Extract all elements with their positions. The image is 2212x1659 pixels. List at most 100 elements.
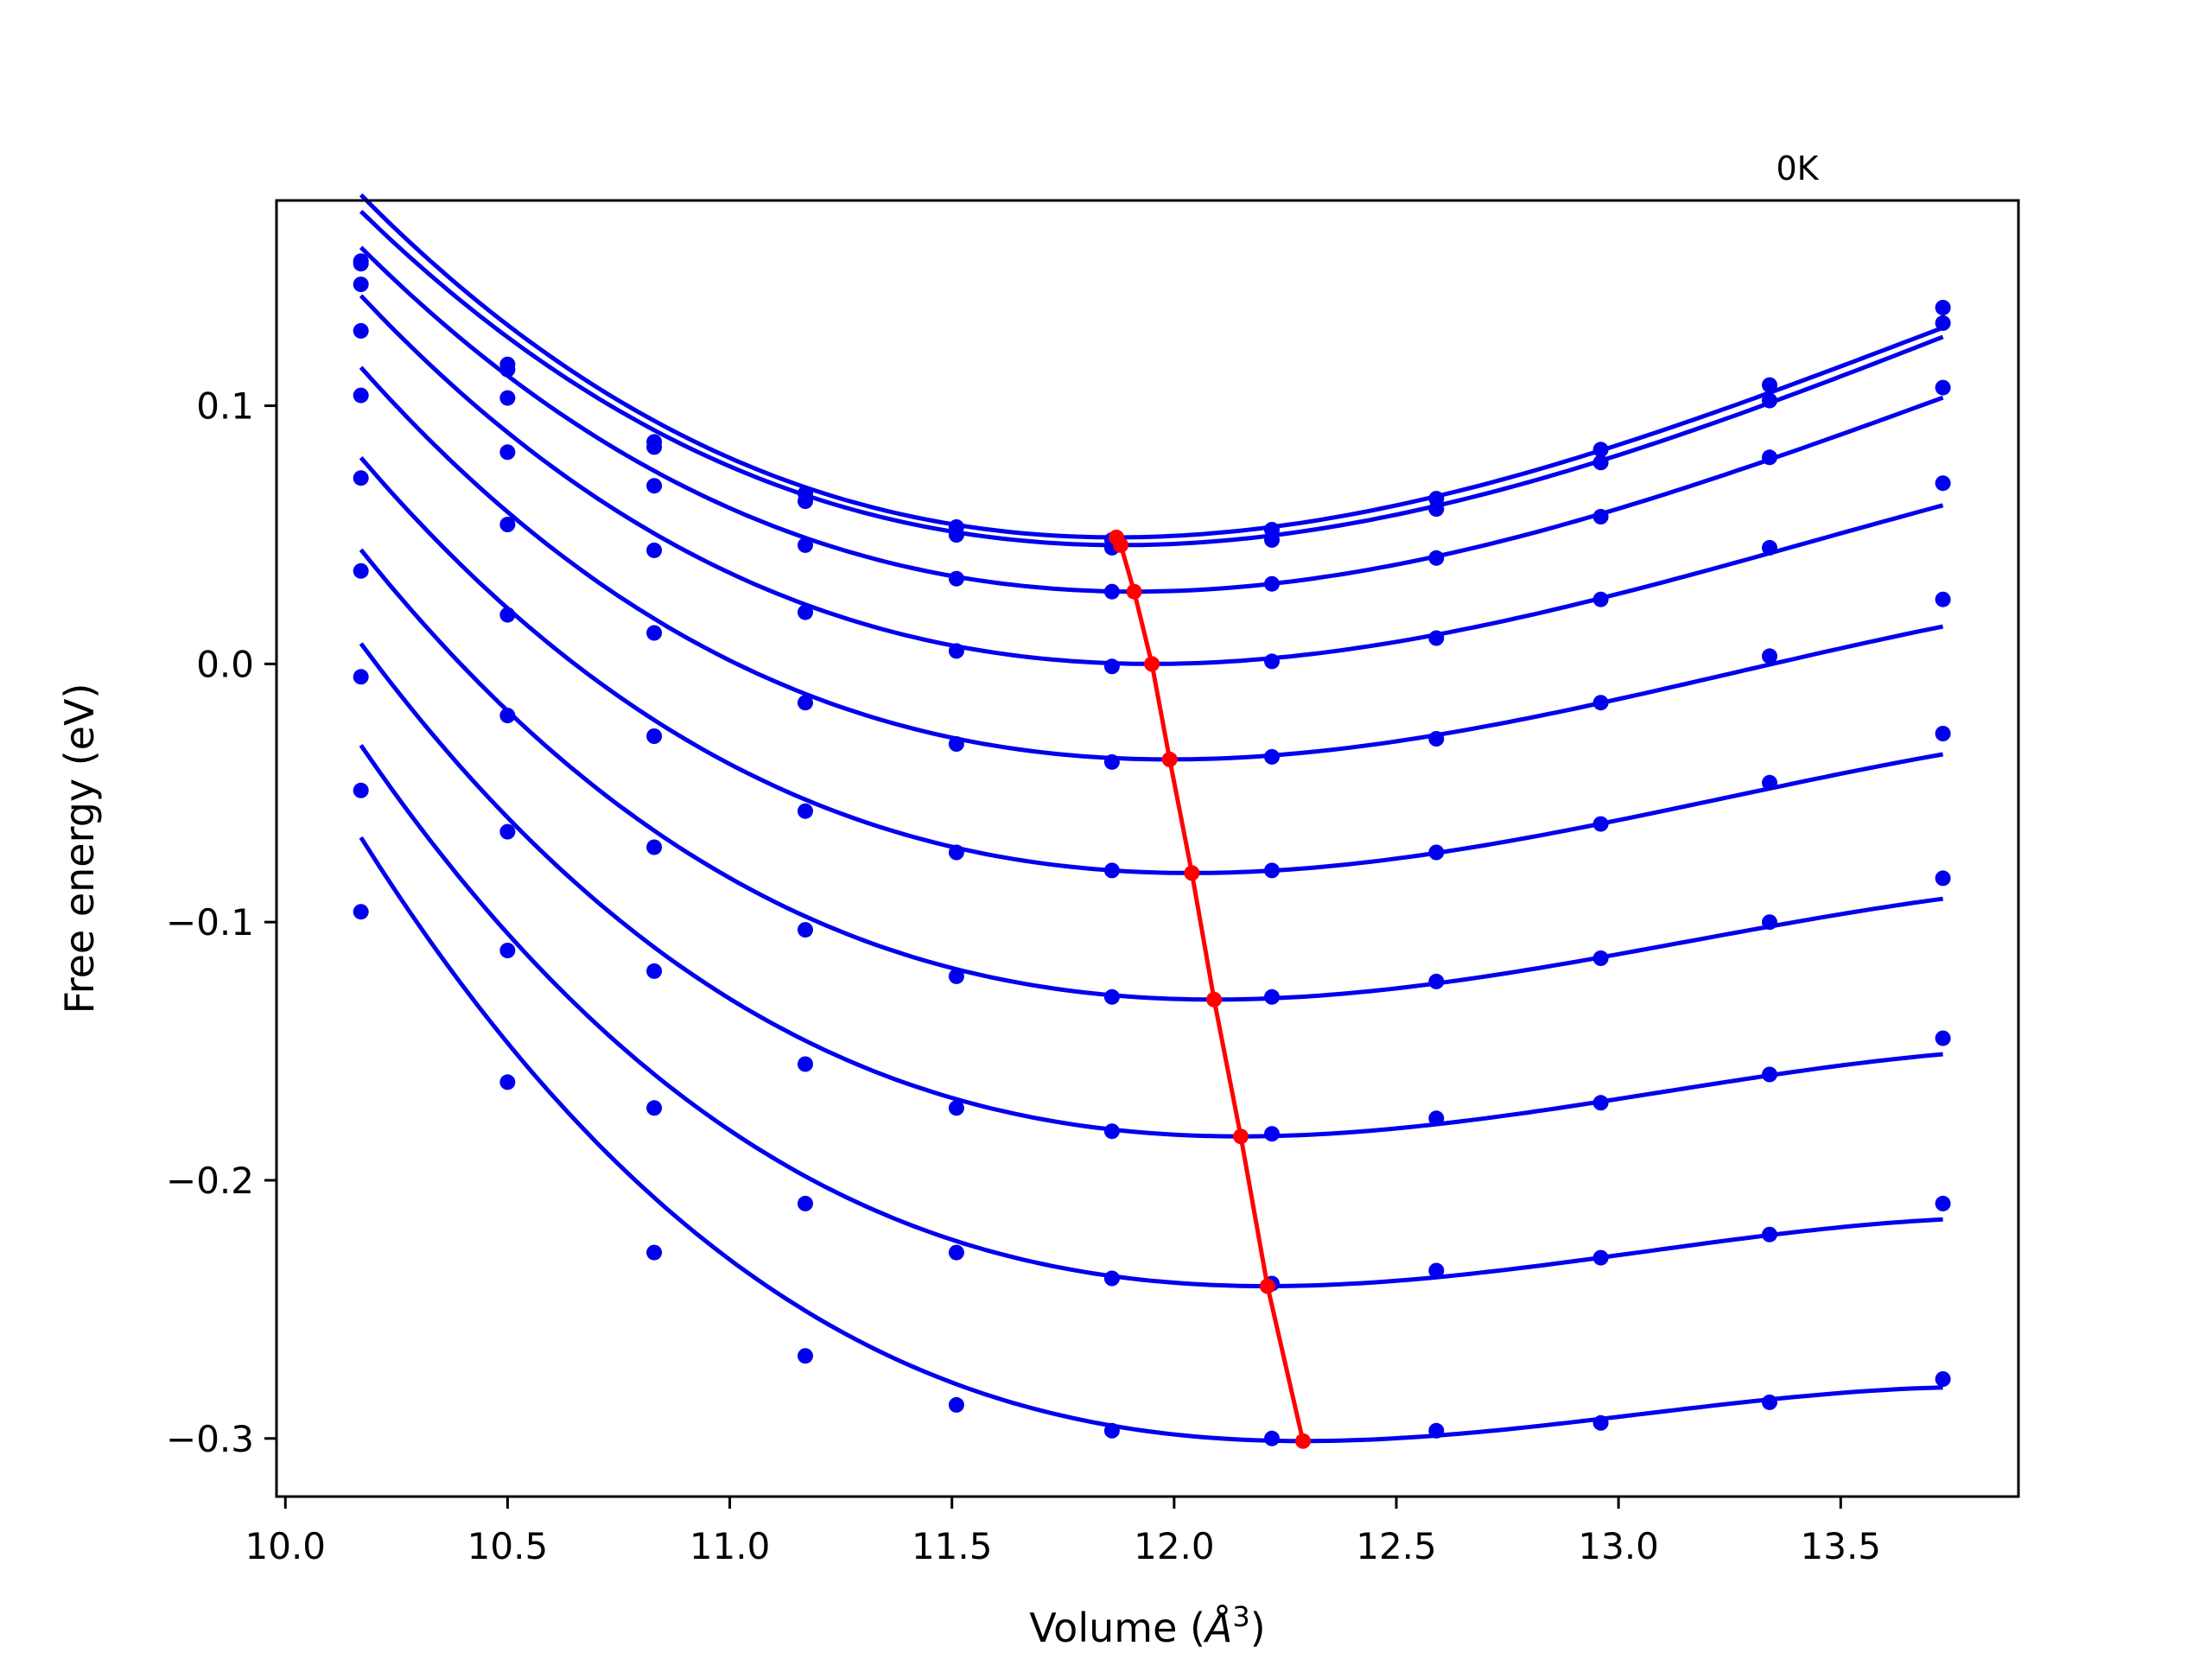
data-point: [1762, 449, 1777, 466]
data-point: [1762, 648, 1777, 664]
data-point: [798, 537, 813, 553]
y-tick-label: 0.0: [196, 643, 254, 685]
data-point: [1762, 392, 1777, 409]
fit-curve-2: [359, 209, 1944, 548]
data-point: [353, 782, 369, 798]
data-point: [499, 444, 516, 461]
minimum-point: [1206, 991, 1223, 1007]
plot-frame: [275, 199, 2020, 1498]
data-point: [1103, 1270, 1120, 1287]
fit-curve-7: [359, 548, 1943, 1002]
data-point: [1935, 315, 1951, 331]
data-point: [1103, 1123, 1120, 1140]
data-point: [948, 736, 964, 752]
data-point: [948, 1100, 964, 1116]
x-tick-label: 11.0: [690, 1525, 771, 1567]
data-point: [353, 904, 369, 920]
data-point: [798, 1348, 813, 1364]
x-tick-label: 10.5: [467, 1525, 549, 1567]
data-point: [1428, 973, 1445, 989]
data-point: [948, 1244, 964, 1261]
data-point: [1592, 1095, 1609, 1111]
fit-curve-6: [359, 456, 1944, 875]
x-axis-label-power: 3: [1232, 1600, 1249, 1633]
data-point: [1264, 1430, 1280, 1446]
data-point: [1428, 630, 1445, 646]
data-point: [646, 1244, 663, 1261]
data-point: [1592, 509, 1609, 524]
data-point: [499, 517, 516, 532]
fit-curve-8: [359, 642, 1943, 1139]
data-point: [1103, 862, 1120, 879]
data-point: [646, 728, 663, 744]
data-point: [646, 1100, 663, 1116]
data-point: [646, 542, 663, 558]
data-point: [798, 803, 813, 819]
x-tick-label: 12.5: [1356, 1525, 1437, 1567]
data-point: [1762, 1066, 1777, 1083]
data-point: [1592, 1249, 1609, 1266]
data-point: [798, 1195, 813, 1211]
data-point: [798, 695, 813, 711]
data-point: [646, 439, 663, 455]
minimum-point: [1295, 1433, 1311, 1449]
data-point: [1103, 658, 1120, 675]
data-point: [1103, 1422, 1120, 1439]
data-point: [646, 839, 663, 855]
x-axis-label-suffix: ): [1250, 1605, 1266, 1651]
data-point: [1103, 753, 1120, 770]
fit-curve-1: [359, 193, 1944, 540]
data-point: [1264, 575, 1280, 592]
minimum-point: [1259, 1278, 1275, 1294]
y-tick-label: −0.2: [166, 1160, 254, 1202]
minimum-point: [1161, 751, 1178, 767]
data-point: [499, 607, 516, 623]
data-point: [1103, 583, 1120, 600]
y-axis-label: Free energy (eV): [56, 683, 103, 1014]
fit-curve-10: [359, 836, 1943, 1444]
x-axis-ticks: 10.0 10.5 11.0 11.5 12.0 12.5 13.0 13.5: [245, 1497, 1881, 1567]
data-point: [1264, 1126, 1280, 1142]
data-point: [948, 1396, 964, 1413]
data-point: [1264, 988, 1280, 1005]
minimum-point: [1113, 537, 1129, 553]
data-point: [499, 823, 516, 840]
minimum-point: [1126, 583, 1142, 600]
data-point: [1762, 1226, 1777, 1243]
data-point: [1428, 501, 1445, 518]
data-point: [1935, 475, 1951, 492]
data-point: [646, 625, 663, 641]
minimum-point: [1184, 865, 1200, 881]
data-point: [948, 527, 964, 543]
data-point: [1935, 870, 1951, 887]
data-point: [499, 708, 516, 724]
data-point: [1428, 1262, 1445, 1279]
data-point: [1264, 653, 1280, 670]
fit-curve-5: [359, 365, 1944, 762]
fit-curve-3: [359, 245, 1944, 594]
x-axis-label-prefix: Volume (: [1029, 1605, 1205, 1651]
data-point: [1264, 531, 1280, 548]
data-point: [1592, 695, 1609, 711]
data-point: [1428, 550, 1445, 566]
data-point: [499, 943, 516, 958]
data-point: [646, 478, 663, 494]
data-point: [1592, 950, 1609, 966]
data-point: [1762, 914, 1777, 931]
x-tick-label: 11.5: [912, 1525, 993, 1567]
data-point: [646, 963, 663, 979]
x-tick-label: 13.0: [1578, 1525, 1659, 1567]
data-point: [1428, 1422, 1445, 1439]
data-point: [948, 844, 964, 861]
data-point: [1428, 1110, 1445, 1127]
data-point: [353, 276, 369, 293]
y-tick-label: −0.1: [166, 901, 254, 944]
y-axis-ticks: 0.1 0.0 −0.1 −0.2 −0.3: [166, 385, 276, 1460]
minimum-point: [1233, 1128, 1249, 1145]
minimum-line: [1109, 529, 1311, 1449]
data-points: [353, 253, 1951, 1446]
data-point: [1103, 988, 1120, 1005]
minimum-curve: [1114, 536, 1306, 1442]
data-point: [353, 669, 369, 685]
